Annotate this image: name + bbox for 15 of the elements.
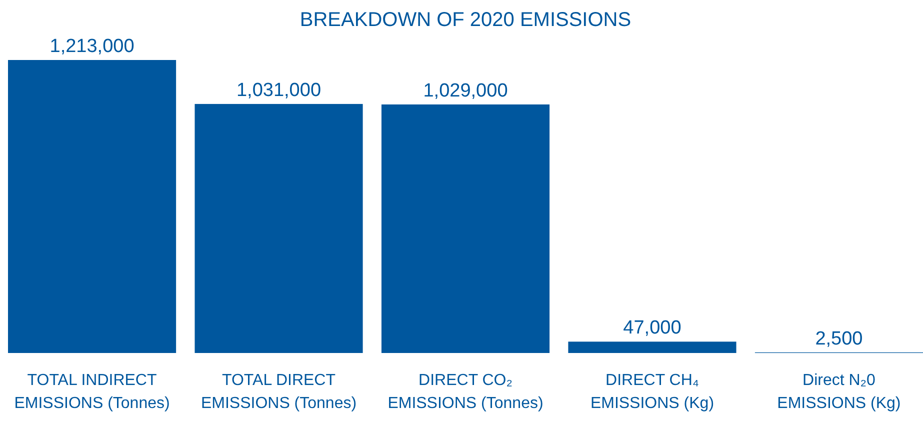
- x-tick-label: TOTAL INDIRECT EMISSIONS (Tonnes): [14, 372, 170, 412]
- x-tick-label: TOTAL DIRECT EMISSIONS (Tonnes): [200, 372, 357, 412]
- bar: [194, 104, 363, 353]
- data-label: 1,213,000: [50, 36, 134, 57]
- chart-title: BREAKDOWN OF 2020 EMISSIONS: [300, 9, 632, 31]
- bar: [8, 60, 176, 353]
- bar: [568, 342, 736, 353]
- bar: [381, 104, 550, 353]
- data-label: 2,500: [815, 328, 863, 350]
- data-label: 1,029,000: [423, 80, 508, 102]
- x-tick-label: DIRECT CH₄ EMISSIONS (Kg): [590, 372, 714, 412]
- data-label: 1,031,000: [236, 80, 322, 101]
- x-tick-label: Direct N₂0 EMISSIONS (Kg): [777, 372, 901, 412]
- x-tick-label: DIRECT CO₂ EMISSIONS (Tonnes): [388, 372, 544, 412]
- data-label: 47,000: [623, 318, 682, 339]
